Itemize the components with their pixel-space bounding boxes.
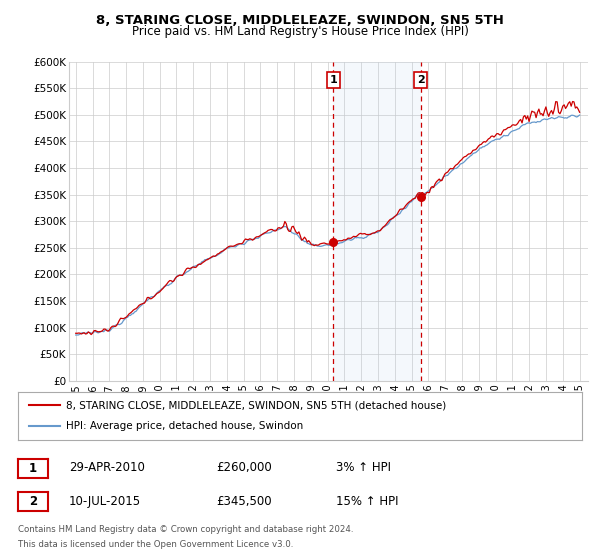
Text: Contains HM Land Registry data © Crown copyright and database right 2024.: Contains HM Land Registry data © Crown c… [18,525,353,534]
Point [416,193,425,202]
Text: 8, STARING CLOSE, MIDDLELEAZE, SWINDON, SN5 5TH (detached house): 8, STARING CLOSE, MIDDLELEAZE, SWINDON, … [66,400,446,410]
Text: 3% ↑ HPI: 3% ↑ HPI [336,461,391,474]
Text: 2: 2 [416,75,424,85]
Text: This data is licensed under the Open Government Licence v3.0.: This data is licensed under the Open Gov… [18,540,293,549]
Text: 29-APR-2010: 29-APR-2010 [69,461,145,474]
Text: 15% ↑ HPI: 15% ↑ HPI [336,494,398,508]
Text: 2: 2 [29,495,37,508]
Text: £345,500: £345,500 [216,494,272,508]
Text: 1: 1 [29,461,37,475]
Text: Price paid vs. HM Land Registry's House Price Index (HPI): Price paid vs. HM Land Registry's House … [131,25,469,38]
Text: 1: 1 [329,75,337,85]
Text: £260,000: £260,000 [216,461,272,474]
Point [328,238,338,247]
Text: 10-JUL-2015: 10-JUL-2015 [69,494,141,508]
Text: 8, STARING CLOSE, MIDDLELEAZE, SWINDON, SN5 5TH: 8, STARING CLOSE, MIDDLELEAZE, SWINDON, … [96,14,504,27]
Text: HPI: Average price, detached house, Swindon: HPI: Average price, detached house, Swin… [66,421,303,431]
Bar [333,62,421,381]
